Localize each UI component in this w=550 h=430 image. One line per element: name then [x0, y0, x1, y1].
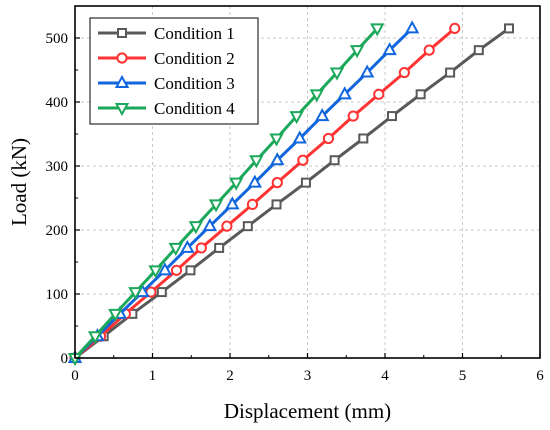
data-point — [168, 242, 183, 256]
x-axis-label: Displacement (mm) — [224, 399, 391, 423]
data-point — [270, 152, 285, 166]
data-point — [404, 20, 420, 34]
data-point — [185, 265, 196, 276]
data-point — [329, 67, 345, 81]
legend-label: Condition 1 — [154, 24, 235, 43]
data-point — [157, 262, 173, 276]
data-point — [202, 218, 218, 232]
data-point — [292, 130, 307, 144]
data-point — [208, 199, 224, 213]
legend-label: Condition 4 — [154, 99, 235, 118]
x-tick-label: 1 — [149, 368, 157, 384]
data-point — [271, 199, 282, 210]
legend-marker — [114, 74, 130, 88]
data-point — [269, 133, 284, 147]
x-tick-label: 3 — [304, 368, 312, 384]
legend-item: Condition 3 — [98, 74, 235, 93]
series-layer — [67, 20, 514, 367]
legend-marker — [114, 103, 130, 117]
data-point — [87, 331, 103, 345]
data-point — [358, 133, 369, 144]
data-point — [221, 220, 233, 232]
legend-label: Condition 3 — [154, 74, 235, 93]
series-line — [74, 27, 510, 360]
y-axis-label: Load (kN) — [7, 138, 31, 226]
data-point — [195, 242, 207, 254]
data-point — [373, 88, 385, 100]
y-tick-label: 300 — [46, 159, 69, 175]
data-point — [242, 221, 253, 232]
x-tick-label: 5 — [459, 368, 467, 384]
series-line — [74, 27, 456, 360]
data-point — [214, 242, 225, 253]
x-tick-label: 6 — [536, 368, 544, 384]
data-point — [148, 265, 163, 279]
data-point — [271, 177, 283, 189]
data-point — [349, 45, 365, 59]
data-point — [386, 111, 397, 122]
legend-item: Condition 2 — [98, 49, 235, 68]
data-point — [289, 111, 304, 125]
legend-marker — [116, 52, 128, 64]
data-point — [170, 264, 183, 276]
legend: Condition 1 Condition 2 Condition 3 Conditi… — [89, 17, 259, 125]
series-line — [73, 27, 379, 360]
legend-marker — [117, 28, 127, 38]
data-point — [449, 22, 461, 34]
x-tick-label: 2 — [226, 368, 234, 384]
data-point — [445, 67, 456, 78]
data-point — [188, 221, 204, 235]
y-tick-label: 400 — [46, 95, 69, 111]
data-point — [249, 155, 264, 169]
data-point — [322, 132, 335, 145]
data-point — [398, 66, 410, 79]
data-point — [315, 108, 330, 122]
data-point — [382, 42, 397, 56]
data-point — [309, 89, 324, 103]
data-point — [108, 308, 123, 322]
data-point — [337, 86, 352, 100]
series-4 — [67, 23, 385, 367]
data-point — [297, 154, 309, 166]
ticks: 0 1 2 3 4 5 6 0 100 200 300 400 500 — [46, 31, 545, 384]
data-point — [156, 287, 167, 298]
y-tick-label: 100 — [46, 287, 69, 303]
data-point — [225, 196, 240, 210]
data-point — [359, 64, 375, 78]
x-tick-label: 0 — [71, 368, 79, 384]
series-line — [73, 27, 414, 360]
data-point — [229, 177, 244, 191]
legend-item: Condition 4 — [98, 99, 235, 118]
data-point — [347, 110, 359, 122]
data-point — [415, 89, 426, 100]
data-point — [246, 198, 259, 210]
y-tick-label: 500 — [46, 31, 69, 47]
data-point — [300, 177, 311, 188]
data-point — [370, 23, 385, 37]
data-point — [473, 45, 484, 56]
series-1 — [70, 23, 514, 363]
data-point — [128, 287, 143, 301]
x-tick-label: 4 — [381, 368, 389, 384]
y-tick-label: 0 — [61, 351, 69, 367]
data-point — [423, 44, 435, 56]
data-point — [329, 155, 340, 166]
y-tick-label: 200 — [46, 223, 69, 239]
data-point — [180, 239, 195, 253]
data-point — [247, 174, 262, 188]
legend-item: Condition 1 — [98, 24, 235, 43]
legend-label: Condition 2 — [154, 49, 235, 68]
data-point — [504, 23, 514, 34]
